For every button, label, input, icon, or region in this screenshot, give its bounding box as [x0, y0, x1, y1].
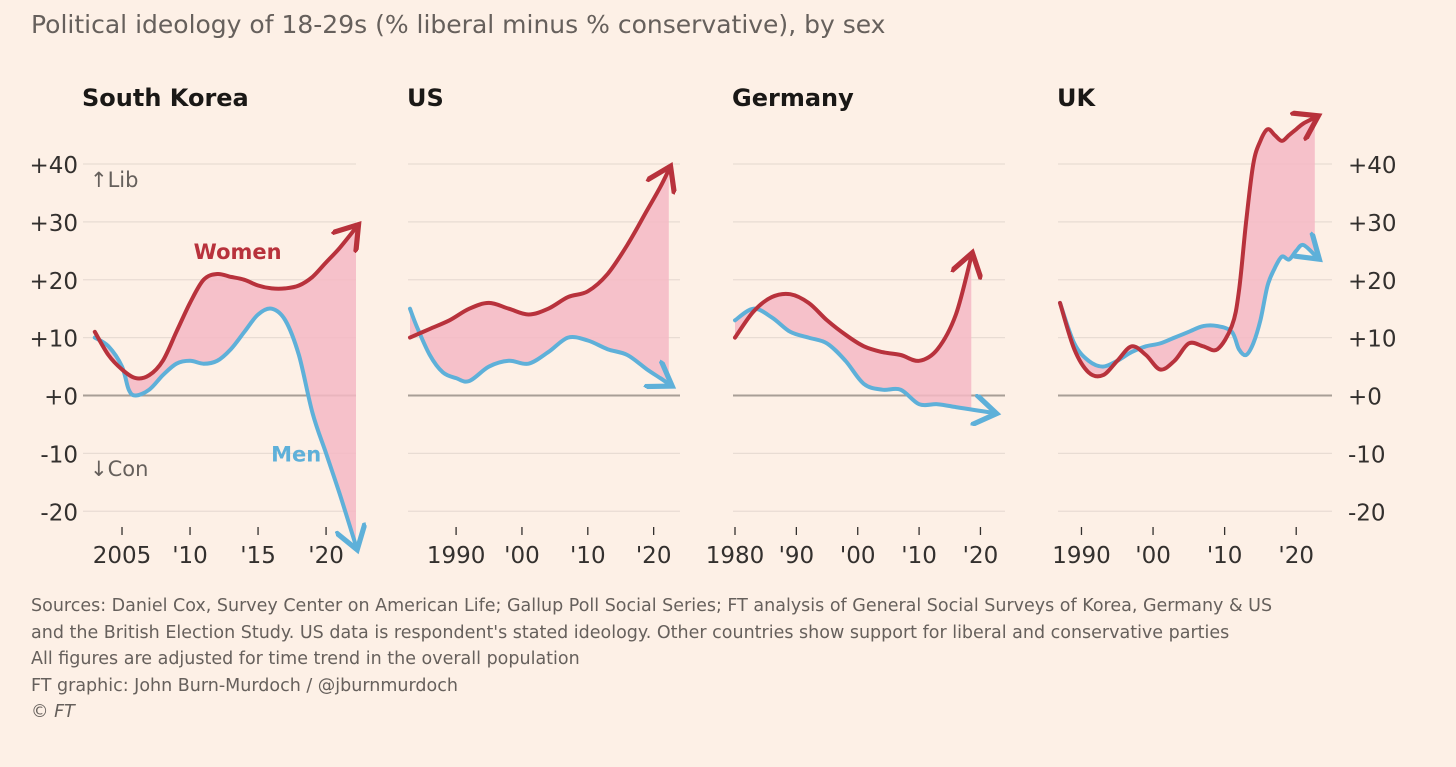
- x-tick-label: '20: [963, 543, 999, 569]
- panel-title: UK: [1057, 84, 1096, 112]
- panel-south-korea: South Korea 2005 '10 '15 '20 Men Women: [82, 84, 356, 569]
- men-line: [408, 306, 669, 384]
- y-tick-label-right: +0: [1348, 385, 1382, 411]
- gap-area: [94, 227, 357, 546]
- y-tick-label-right: +10: [1348, 327, 1397, 353]
- x-tick-label: '00: [1135, 543, 1171, 569]
- panel-germany: Germany 1980 '90 '00 '10 '20: [706, 84, 1005, 569]
- x-tick-label: '10: [901, 543, 937, 569]
- x-tick-label: 2005: [93, 543, 152, 569]
- x-tick-label: '00: [504, 543, 540, 569]
- sources-line-1: Sources: Daniel Cox, Survey Center on Am…: [31, 596, 1273, 616]
- women-line: [1058, 118, 1315, 379]
- panel-title: US: [407, 84, 444, 112]
- x-tick-label: '20: [636, 543, 672, 569]
- y-tick-label-left: +20: [29, 269, 78, 295]
- y-tick-label-left: +0: [44, 385, 78, 411]
- gap-area: [1060, 117, 1315, 375]
- y-tick-label-left: +30: [29, 211, 78, 237]
- panel-us: US 1990 '00 '10 '20: [407, 84, 680, 569]
- x-tick-label: '10: [172, 543, 208, 569]
- x-tick-label: '00: [840, 543, 876, 569]
- women-line: [733, 257, 971, 363]
- graphic-credit: FT graphic: John Burn-Murdoch / @jburnmu…: [31, 675, 458, 696]
- women-line: [92, 228, 356, 381]
- con-direction-label: ↓Con: [90, 457, 148, 481]
- y-tick-label-right: +20: [1348, 269, 1397, 295]
- women-line: [408, 170, 669, 340]
- x-tick-label: '20: [308, 543, 344, 569]
- y-tick-label-left: +40: [29, 153, 78, 179]
- x-tick-label: '15: [240, 543, 276, 569]
- x-tick-label: '20: [1278, 543, 1314, 569]
- y-tick-label-right: -10: [1348, 442, 1386, 468]
- gap-area: [735, 256, 972, 410]
- y-tick-label-right: +30: [1348, 211, 1397, 237]
- x-tick-label: 1990: [1052, 543, 1111, 569]
- chart-title: Political ideology of 18-29s (% liberal …: [31, 10, 886, 39]
- y-tick-label-right: +40: [1348, 153, 1397, 179]
- x-tick-label: '10: [570, 543, 606, 569]
- x-tick-label: 1980: [706, 543, 765, 569]
- men-label: Men: [271, 442, 321, 466]
- sources-line-2: and the British Election Study. US data …: [31, 622, 1230, 643]
- y-tick-label-left: -10: [40, 442, 78, 468]
- men-line: [733, 306, 993, 413]
- x-tick-label: '90: [779, 543, 815, 569]
- panel-uk: UK 1990 '00 '10 '20: [1052, 84, 1332, 569]
- lib-direction-label: ↑Lib: [90, 168, 138, 192]
- y-tick-label-left: +10: [29, 327, 78, 353]
- footer: Sources: Daniel Cox, Survey Center on Am…: [31, 593, 1272, 726]
- y-tick-label-left: -20: [40, 500, 78, 526]
- y-tick-label-right: -20: [1348, 500, 1386, 526]
- men-line: [1058, 245, 1316, 369]
- charts-svg: +40 +30 +20 +10 +0 -10 -20 +40 +30 +20 +10 +0 -10 -20…: [29, 84, 1397, 569]
- panel-title: South Korea: [82, 84, 249, 112]
- sources-line-3: All figures are adjusted for time trend …: [31, 649, 580, 669]
- gap-area: [410, 169, 669, 384]
- x-tick-label: '10: [1207, 543, 1243, 569]
- men-line: [92, 306, 356, 546]
- copyright: © FT: [31, 702, 75, 722]
- panel-title: Germany: [732, 84, 854, 112]
- women-label: Women: [194, 240, 282, 264]
- x-tick-label: 1990: [427, 543, 486, 569]
